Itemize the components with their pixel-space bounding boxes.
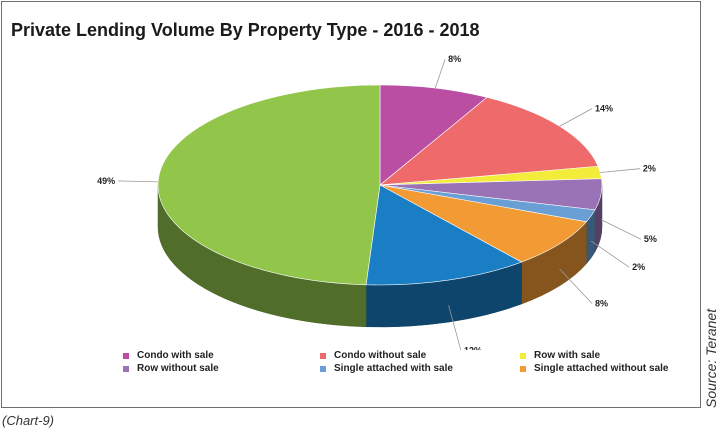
legend-label: Row without sale bbox=[137, 363, 219, 374]
pie-top-faces bbox=[157, 84, 603, 286]
data-label-4: 2% bbox=[632, 262, 645, 272]
data-label-3: 5% bbox=[644, 234, 657, 244]
pie-slice-0 bbox=[379, 84, 488, 186]
leader-line-3 bbox=[600, 219, 642, 240]
legend-swatch bbox=[320, 365, 326, 372]
leader-line-2 bbox=[600, 168, 640, 173]
legend-label: Condo with sale bbox=[137, 350, 214, 361]
pie-labels: 8% 14% 2% 5% 2% 8% 12% 49% bbox=[97, 54, 657, 350]
pie-chart: 8% 14% 2% 5% 2% 8% 12% 49% bbox=[97, 54, 657, 350]
chart-title: Private Lending Volume By Property Type … bbox=[11, 20, 480, 40]
legend-swatch bbox=[123, 352, 129, 359]
chart-caption: (Chart-9) bbox=[2, 413, 55, 428]
data-label-1: 14% bbox=[595, 104, 613, 114]
data-label-5: 8% bbox=[595, 298, 608, 308]
pie-slice-6 bbox=[365, 184, 523, 286]
pie-slice-5 bbox=[379, 184, 587, 263]
legend-label: Row with sale bbox=[534, 350, 601, 361]
source-note: Source: Teranet bbox=[703, 308, 719, 408]
leader-line-7 bbox=[118, 180, 159, 183]
pie-side-walls bbox=[157, 184, 603, 328]
leader-line-5 bbox=[559, 268, 593, 304]
leader-line-0 bbox=[434, 58, 446, 89]
legend-swatch bbox=[320, 352, 326, 359]
data-label-2: 2% bbox=[643, 164, 656, 174]
leader-line-4 bbox=[590, 240, 630, 268]
legend-swatch bbox=[123, 365, 129, 372]
legend-label: Condo without sale bbox=[334, 350, 427, 361]
legend-swatch bbox=[520, 365, 526, 372]
legend-item-0: Condo with sale bbox=[123, 350, 214, 361]
legend-item-5: Single attached without sale bbox=[520, 363, 668, 374]
legend-swatch bbox=[520, 352, 526, 359]
legend-item-1: Condo without sale bbox=[320, 350, 426, 361]
data-label-0: 8% bbox=[448, 54, 461, 64]
legend-item-2: Row with sale bbox=[520, 350, 600, 361]
legend-label: Single attached with sale bbox=[334, 363, 453, 374]
data-label-7: 49% bbox=[97, 176, 115, 186]
data-label-6: 12% bbox=[464, 346, 482, 350]
legend-item-3: Row without sale bbox=[123, 363, 219, 374]
legend-label: Single attached without sale bbox=[534, 363, 669, 374]
leader-line-6 bbox=[448, 305, 462, 350]
legend-item-4: Single attached with sale bbox=[320, 363, 453, 374]
leader-line-1 bbox=[559, 108, 593, 127]
